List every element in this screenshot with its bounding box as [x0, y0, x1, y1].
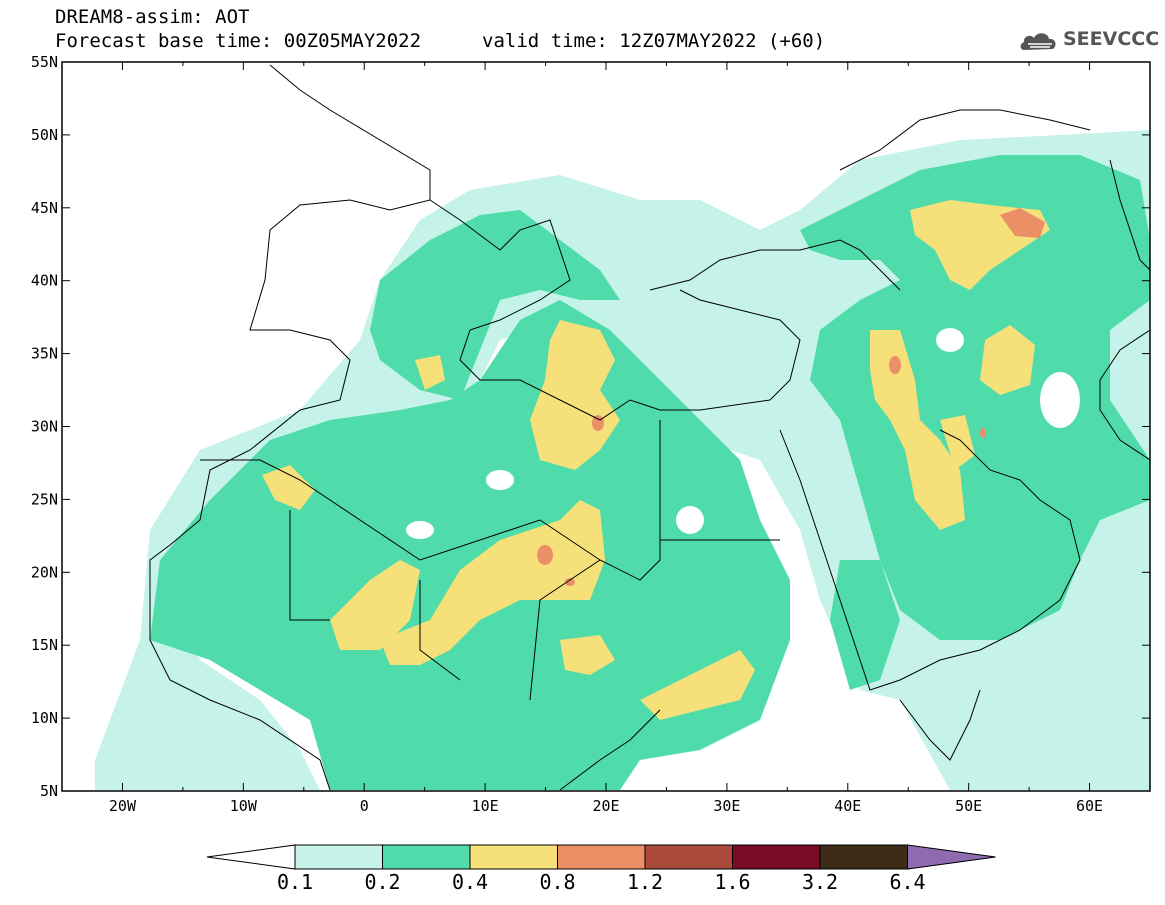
colorbar-label: 0.4 — [452, 870, 488, 894]
valid-time: valid time: 12Z07MAY2022 (+60) — [482, 30, 826, 52]
colorbar-label: 0.8 — [539, 870, 575, 894]
colorbar-labels: 0.1 0.2 0.4 0.8 1.2 1.6 3.2 6.4 — [277, 870, 926, 894]
aot-level-0-2 — [150, 155, 1150, 790]
colorbar-segment — [732, 844, 821, 870]
longitude-labels: 20W 10W 0 10E 20E 30E 40E 50E 60E — [109, 797, 1103, 815]
lat-label: 35N — [31, 345, 58, 363]
lon-label: 0 — [360, 797, 369, 815]
colorbar-segment — [819, 844, 908, 870]
colorbar-segment — [469, 844, 558, 870]
aot-clear-patches — [406, 328, 1080, 539]
colorbar-segment — [382, 844, 471, 870]
aot-fields — [95, 130, 1150, 790]
lon-label: 50E — [955, 797, 982, 815]
colorbar-label: 0.1 — [277, 870, 313, 894]
colorbar-label: 0.2 — [364, 870, 400, 894]
colorbar-label: 1.6 — [714, 870, 750, 894]
colorbar-over-triangle — [907, 844, 996, 870]
lat-label: 40N — [31, 272, 58, 290]
axis-ticks — [61, 61, 1151, 792]
map-title: DREAM8-assim: AOT — [55, 6, 250, 28]
lat-label: 30N — [31, 418, 58, 436]
lon-label: 30E — [713, 797, 740, 815]
lon-label: 20E — [592, 797, 619, 815]
lat-label: 25N — [31, 490, 58, 508]
colorbar-label: 6.4 — [889, 870, 925, 894]
lon-label: 40E — [834, 797, 861, 815]
lon-label: 20W — [109, 797, 137, 815]
colorbar-under-triangle — [206, 844, 296, 870]
coastlines — [149, 64, 1150, 791]
lon-label: 60E — [1076, 797, 1103, 815]
colorbar-segment — [557, 844, 646, 870]
colorbar-label: 3.2 — [802, 870, 838, 894]
lat-label: 10N — [31, 709, 58, 727]
latitude-labels: 55N 50N 45N 40N 35N 30N 25N 20N 15N 10N 5N — [31, 53, 58, 800]
lon-label: 10E — [472, 797, 499, 815]
cloud-icon — [1020, 33, 1056, 50]
lat-label: 5N — [40, 782, 58, 800]
lat-label: 45N — [31, 199, 58, 217]
colorbar-segment — [644, 844, 733, 870]
colorbar-segment — [294, 844, 383, 870]
lat-label: 15N — [31, 636, 58, 654]
lon-label: 10W — [230, 797, 258, 815]
lat-label: 50N — [31, 126, 58, 144]
forecast-base-time: Forecast base time: 00Z05MAY2022 — [55, 30, 422, 52]
lat-label: 55N — [31, 53, 58, 71]
logo-text: SEEVCCC — [1063, 28, 1160, 50]
aot-level-0-4 — [262, 200, 1050, 720]
colorbar-label: 1.2 — [627, 870, 663, 894]
lat-label: 20N — [31, 563, 58, 581]
colorbar — [206, 844, 996, 870]
